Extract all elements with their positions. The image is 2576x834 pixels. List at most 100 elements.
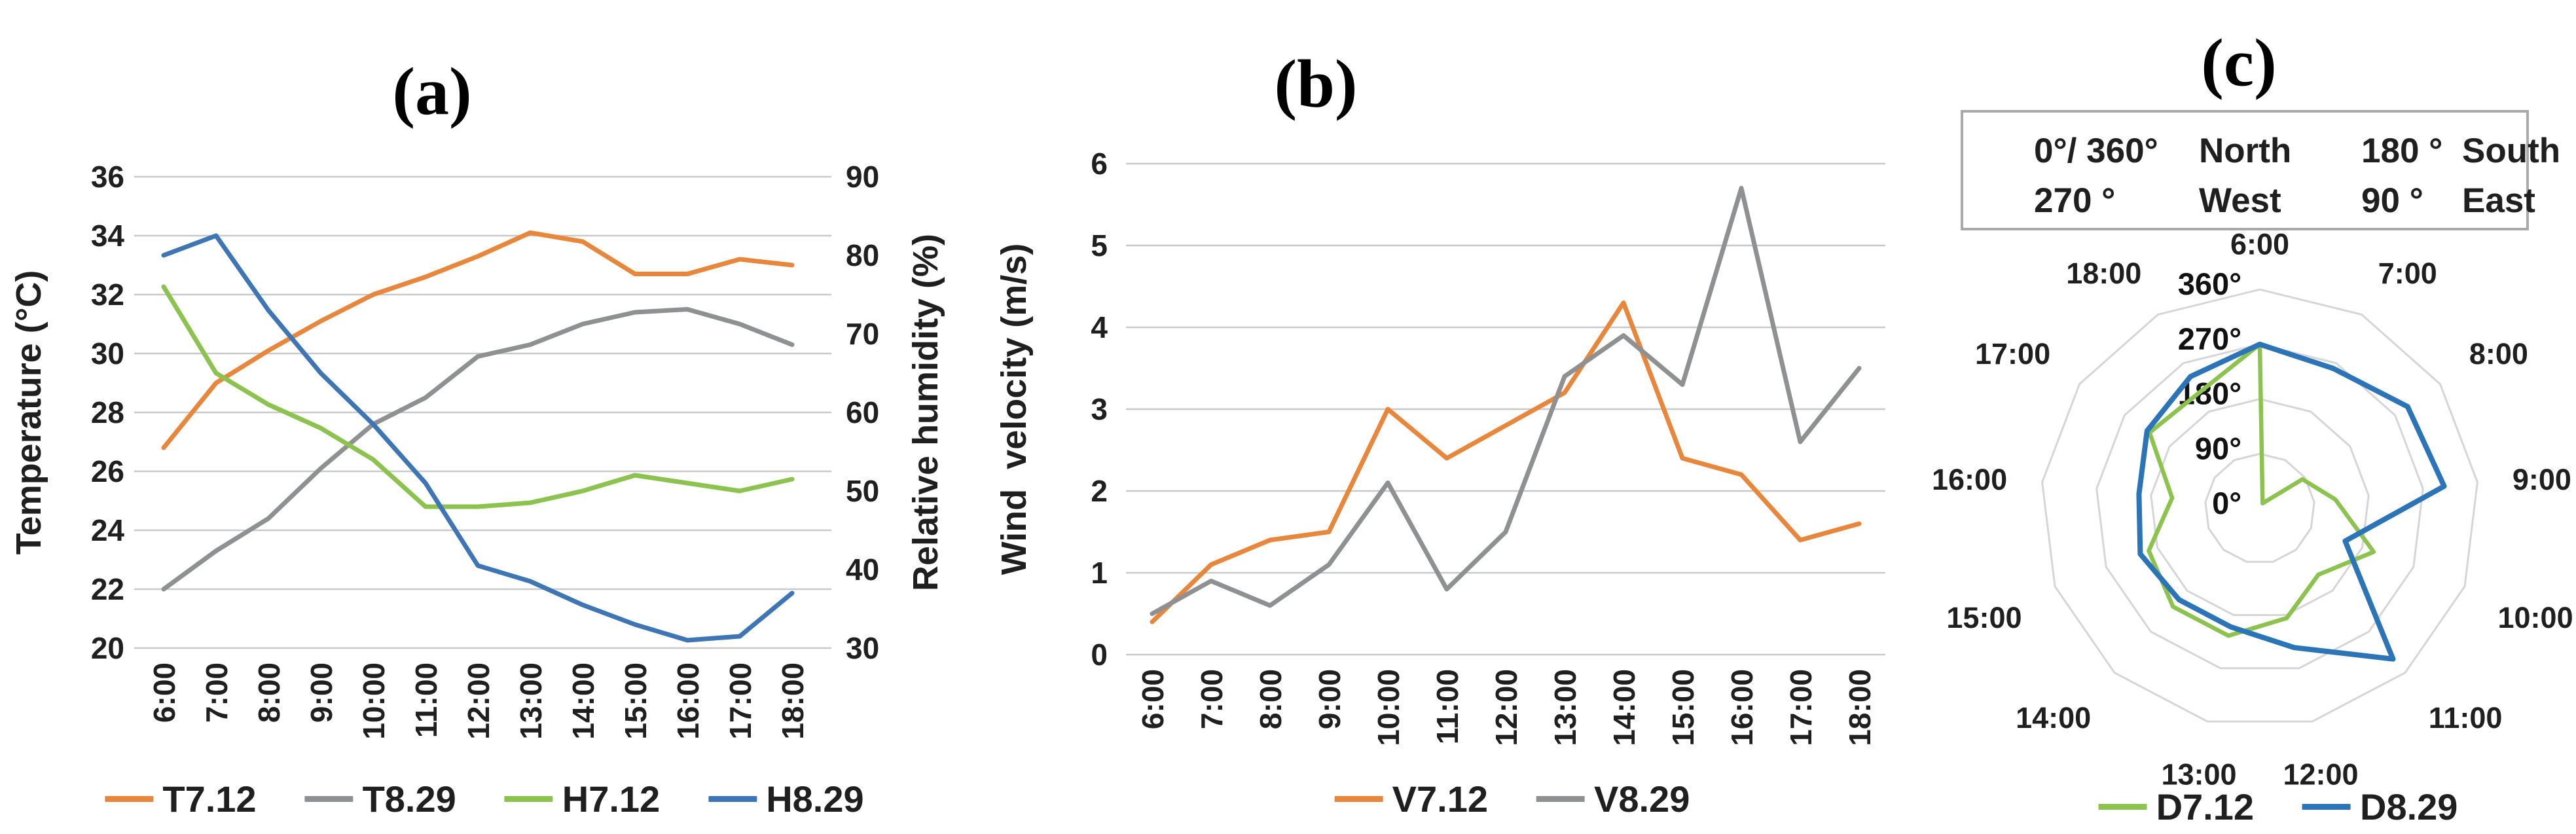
key-dir-west: West	[2199, 181, 2281, 220]
key-deg-west: 270 °	[2034, 181, 2116, 220]
radar-series-D7.12	[2147, 342, 2376, 638]
legend-chart-a: T7.12 T8.29 H7.12 H8.29	[105, 778, 864, 820]
x-axis-tick: 6:00	[147, 662, 181, 723]
x-axis-tick: 7:00	[1195, 669, 1229, 729]
y-axis-tick-right: 70	[846, 317, 879, 351]
legend-swatch-V712	[1334, 796, 1383, 802]
legend-chart-b: V7.12 V8.29	[1334, 778, 1690, 820]
y-axis-tick-left: 4	[1091, 310, 1108, 344]
panel-c-title: (c)	[2201, 25, 2277, 101]
legend-swatch-H829	[708, 796, 757, 802]
y-axis-tick-left: 26	[91, 454, 124, 488]
x-axis-tick: 10:00	[357, 662, 391, 740]
radar-radial-label: 360°	[2178, 266, 2241, 301]
legend-label-V712: V7.12	[1392, 778, 1488, 820]
y-axis-tick-left: 5	[1091, 228, 1108, 263]
key-dir-south: South	[2462, 132, 2561, 170]
key-deg-east: 90 °	[2361, 181, 2423, 220]
y-axis-tick-left: 3	[1091, 392, 1108, 426]
x-axis-tick: 12:00	[1489, 669, 1523, 746]
series-line-T7.12	[161, 230, 795, 450]
key-dir-north: North	[2199, 132, 2292, 170]
x-axis-tick: 8:00	[252, 662, 286, 723]
y-axis-tick-left: 34	[91, 219, 125, 253]
y-axis-title-right: Relative humidity (%)	[906, 234, 945, 591]
key-deg-south: 180 °	[2361, 132, 2443, 170]
x-axis-tick: 16:00	[1725, 669, 1759, 746]
series-line-V7.12	[1150, 300, 1862, 625]
series-line-T8.29	[161, 307, 795, 592]
y-axis-title-left: Temperature (°C)	[9, 270, 48, 555]
x-axis-tick: 11:00	[1430, 669, 1464, 744]
legend-item-V829: V8.29	[1536, 778, 1690, 820]
radar-time-label: 18:00	[2066, 257, 2141, 290]
legend-item-H829: H8.29	[708, 778, 864, 820]
x-axis-tick: 17:00	[1784, 669, 1818, 746]
radar-ring-360	[2041, 288, 2478, 723]
legend-item-D829: D8.29	[2302, 786, 2458, 828]
radar-series-D8.29	[2136, 341, 2447, 662]
radar-ring-270	[2095, 343, 2424, 670]
radar-radial-label: 0°	[2212, 486, 2241, 520]
y-axis-tick-right: 90	[846, 160, 879, 194]
legend-item-V712: V7.12	[1334, 778, 1488, 820]
x-axis-tick: 15:00	[619, 662, 653, 740]
legend-item-T712: T7.12	[105, 778, 257, 820]
x-axis-tick: 12:00	[462, 662, 496, 740]
x-axis-tick: 8:00	[1254, 669, 1288, 729]
y-axis-tick-right: 40	[846, 553, 879, 587]
radar-time-label: 6:00	[2230, 227, 2289, 261]
y-axis-tick-right: 30	[846, 631, 879, 665]
series-line-H7.12	[161, 284, 795, 509]
x-axis-tick: 7:00	[200, 662, 234, 723]
x-axis-tick: 14:00	[566, 662, 600, 740]
chart-b-wind-velocity: 0 1 2 3 4 5 6 6:00 7:00 8:00 9:00 10:00 11:00 12:00 13…	[994, 147, 1885, 746]
key-dir-east: East	[2462, 181, 2535, 220]
x-axis-tick: 14:00	[1607, 669, 1641, 746]
x-axis-tick: 15:00	[1666, 669, 1700, 746]
radar-time-label: 8:00	[2469, 337, 2528, 371]
legend-swatch-T712	[105, 796, 154, 802]
radar-time-label: 14:00	[2016, 701, 2091, 734]
x-axis-tick: 9:00	[1313, 669, 1347, 729]
radar-time-label: 15:00	[1946, 601, 2022, 634]
legend-item-T829: T8.29	[304, 778, 456, 820]
radar-time-label: 10:00	[2498, 601, 2573, 634]
legend-swatch-D829	[2302, 804, 2351, 810]
panel-a-title: (a)	[392, 54, 472, 130]
direction-key-box: 0°/ 360° North 180 ° South 270 ° West 90…	[1961, 110, 2560, 230]
legend-swatch-T829	[304, 796, 354, 802]
y-axis-tick-left: 0	[1091, 638, 1108, 672]
y-axis-title-left: Wind velocity (m/s)	[994, 244, 1034, 575]
radar-time-label: 12:00	[2283, 757, 2358, 791]
y-axis-tick-left: 30	[91, 336, 124, 371]
y-axis-tick-left: 2	[1091, 474, 1108, 508]
x-axis-tick: 6:00	[1136, 669, 1170, 729]
chart-c-wind-direction-radar: 0°90°180°270°360°6:007:008:009:0010:0011…	[1932, 227, 2573, 791]
radar-time-label: 17:00	[1975, 337, 2050, 371]
legend-swatch-D712	[2098, 804, 2147, 810]
radar-ring-180	[2150, 398, 2370, 616]
legend-item-H712: H7.12	[504, 778, 661, 820]
x-axis-tick: 13:00	[1548, 669, 1582, 746]
legend-label-H829: H8.29	[766, 778, 864, 820]
x-axis-tick: 18:00	[1843, 669, 1877, 746]
y-axis-tick-right: 50	[846, 474, 879, 508]
legend-item-D712: D7.12	[2098, 786, 2254, 828]
x-axis-tick: 9:00	[304, 662, 338, 723]
radar-time-label: 11:00	[2429, 701, 2503, 734]
x-axis-tick: 18:00	[776, 662, 810, 740]
y-axis-tick-left: 24	[91, 513, 125, 547]
legend-label-H712: H7.12	[562, 778, 661, 820]
x-axis-tick: 10:00	[1371, 669, 1406, 746]
y-axis-tick-right: 80	[846, 238, 879, 272]
legend-swatch-H712	[504, 796, 553, 802]
radar-time-label: 16:00	[1932, 463, 2007, 496]
radar-time-label: 9:00	[2513, 463, 2571, 496]
legend-label-D829: D8.29	[2360, 786, 2458, 827]
y-axis-tick-left: 6	[1091, 147, 1108, 181]
x-axis-tick: 13:00	[514, 662, 548, 740]
y-axis-tick-left: 32	[91, 278, 124, 312]
